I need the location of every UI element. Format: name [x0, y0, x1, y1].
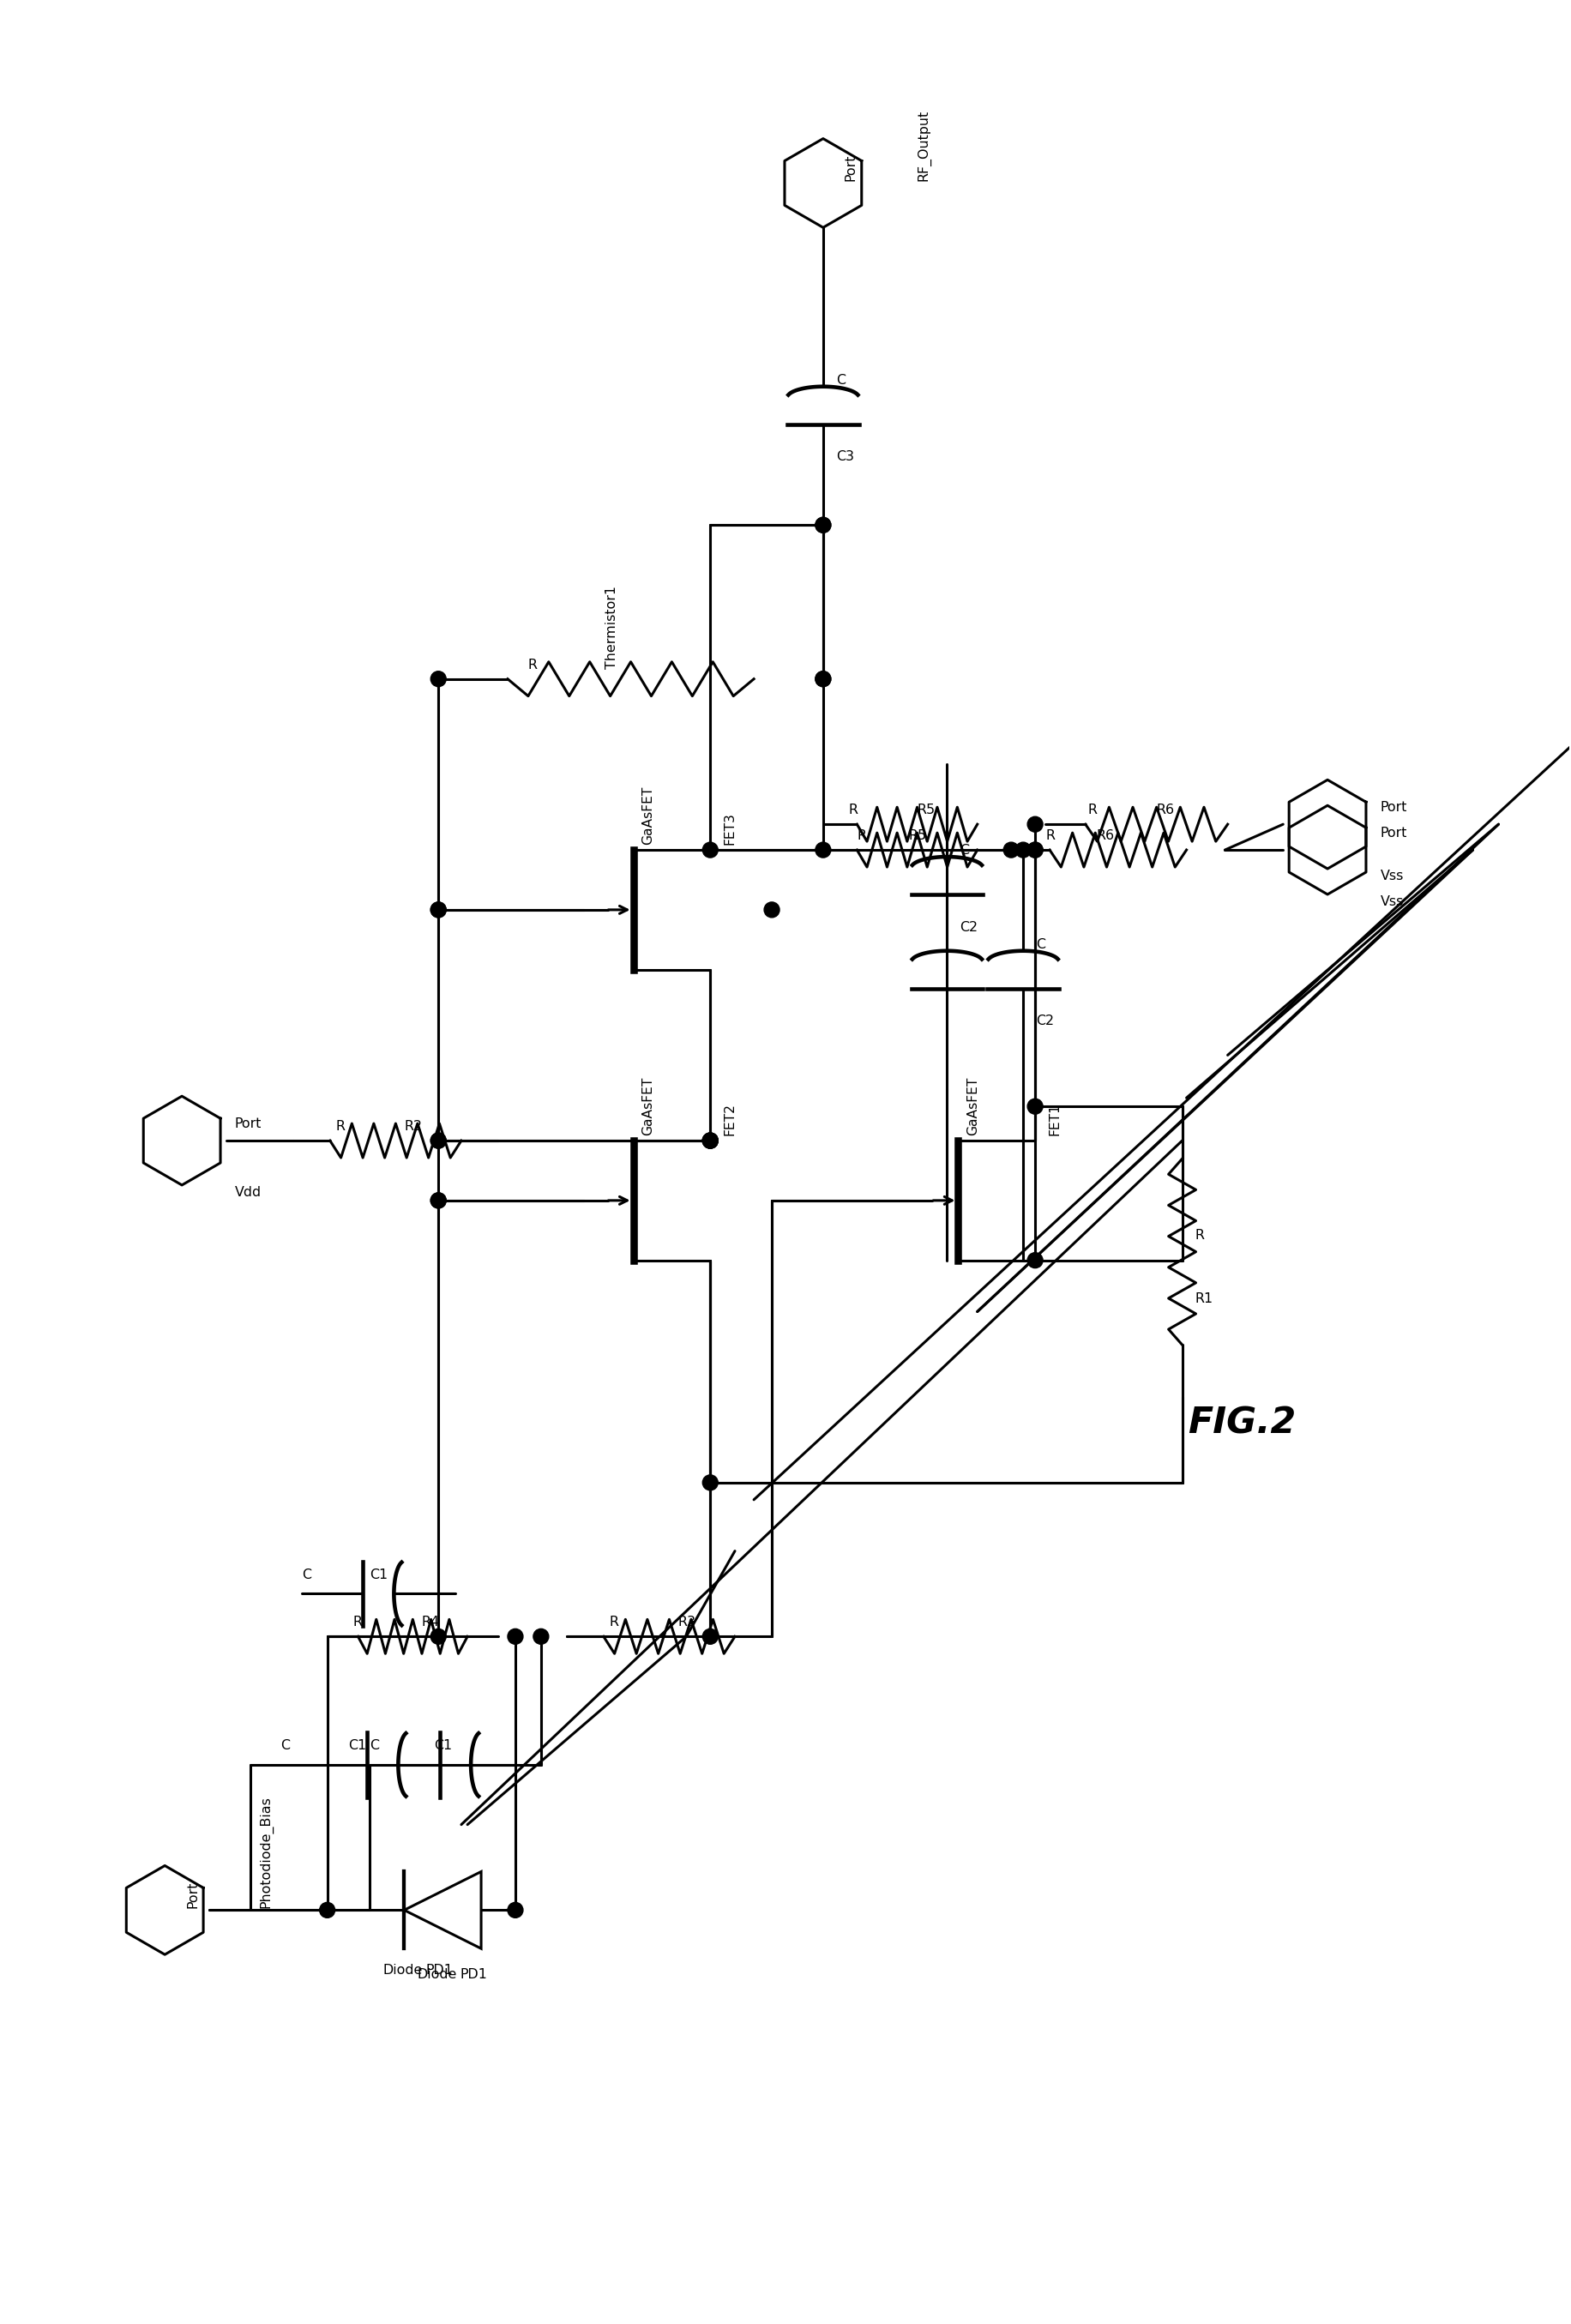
Circle shape — [702, 1476, 718, 1490]
Text: R: R — [528, 658, 537, 672]
Circle shape — [507, 1903, 523, 1917]
Text: C: C — [280, 1738, 289, 1752]
Text: R2: R2 — [404, 1120, 423, 1132]
Text: C: C — [960, 844, 969, 858]
Text: C: C — [302, 1569, 311, 1580]
Text: PD1: PD1 — [460, 1968, 487, 1980]
Circle shape — [1002, 841, 1018, 858]
Text: R4: R4 — [421, 1615, 438, 1629]
Circle shape — [764, 902, 779, 918]
Text: GaAsFET: GaAsFET — [641, 1076, 655, 1136]
Text: R: R — [610, 1615, 619, 1629]
Text: R3: R3 — [677, 1615, 696, 1629]
Circle shape — [319, 1903, 335, 1917]
Text: Port: Port — [185, 1882, 200, 1908]
Text: R6: R6 — [1156, 804, 1174, 816]
Text: RF_Output: RF_Output — [916, 109, 930, 181]
Circle shape — [815, 518, 831, 532]
Text: C: C — [836, 374, 845, 386]
Text: FET3: FET3 — [723, 813, 735, 846]
Text: R: R — [353, 1615, 363, 1629]
Text: Port: Port — [1379, 827, 1406, 839]
Text: C3: C3 — [836, 451, 853, 462]
Text: R: R — [1087, 804, 1097, 816]
Circle shape — [430, 672, 446, 686]
Text: Thermistor1: Thermistor1 — [605, 586, 617, 669]
Text: R5: R5 — [916, 804, 935, 816]
Text: PD1: PD1 — [426, 1964, 452, 1978]
Text: R: R — [856, 830, 866, 841]
Text: Diode: Diode — [416, 1968, 457, 1980]
Circle shape — [430, 1192, 446, 1208]
Text: R6: R6 — [1097, 830, 1114, 841]
Circle shape — [430, 902, 446, 918]
Circle shape — [533, 1629, 548, 1643]
Text: Diode: Diode — [383, 1964, 423, 1978]
Circle shape — [430, 1192, 446, 1208]
Text: R: R — [1045, 830, 1054, 841]
Text: C1: C1 — [369, 1569, 388, 1580]
Text: C: C — [369, 1738, 379, 1752]
Circle shape — [702, 1132, 718, 1148]
Text: FIG.2: FIG.2 — [1188, 1404, 1296, 1441]
Text: Port: Port — [1379, 802, 1406, 813]
Text: R1: R1 — [1194, 1292, 1213, 1306]
Text: R: R — [1194, 1229, 1203, 1241]
Circle shape — [1027, 1099, 1042, 1113]
Text: Port: Port — [844, 153, 856, 181]
Text: C2: C2 — [1035, 1016, 1054, 1027]
Text: GaAsFET: GaAsFET — [641, 786, 655, 846]
Circle shape — [1027, 841, 1042, 858]
Text: FET1: FET1 — [1048, 1104, 1060, 1136]
Text: Vdd: Vdd — [234, 1185, 261, 1199]
Text: Port: Port — [234, 1118, 262, 1129]
Circle shape — [1027, 1253, 1042, 1269]
Circle shape — [507, 1629, 523, 1643]
Text: Vss: Vss — [1379, 895, 1403, 909]
Circle shape — [430, 902, 446, 918]
Text: Photodiode_Bias: Photodiode_Bias — [259, 1796, 273, 1908]
Text: C1: C1 — [434, 1738, 452, 1752]
Circle shape — [702, 1132, 718, 1148]
Text: FET2: FET2 — [723, 1104, 735, 1136]
Circle shape — [702, 1132, 718, 1148]
Circle shape — [1015, 841, 1031, 858]
Circle shape — [702, 1629, 718, 1643]
Text: C1: C1 — [349, 1738, 366, 1752]
Circle shape — [702, 841, 718, 858]
Circle shape — [1027, 841, 1042, 858]
Circle shape — [430, 1132, 446, 1148]
Text: C: C — [1035, 939, 1045, 951]
Circle shape — [430, 1629, 446, 1643]
Text: R: R — [336, 1120, 346, 1132]
Circle shape — [815, 672, 831, 686]
Circle shape — [1027, 816, 1042, 832]
Circle shape — [815, 841, 831, 858]
Circle shape — [430, 1132, 446, 1148]
Circle shape — [815, 672, 831, 686]
Text: Vss: Vss — [1379, 869, 1403, 883]
Circle shape — [815, 518, 831, 532]
Text: R5: R5 — [908, 830, 927, 841]
Text: C2: C2 — [960, 920, 977, 934]
Text: GaAsFET: GaAsFET — [966, 1076, 979, 1136]
Text: R: R — [848, 804, 858, 816]
Circle shape — [702, 1132, 718, 1148]
